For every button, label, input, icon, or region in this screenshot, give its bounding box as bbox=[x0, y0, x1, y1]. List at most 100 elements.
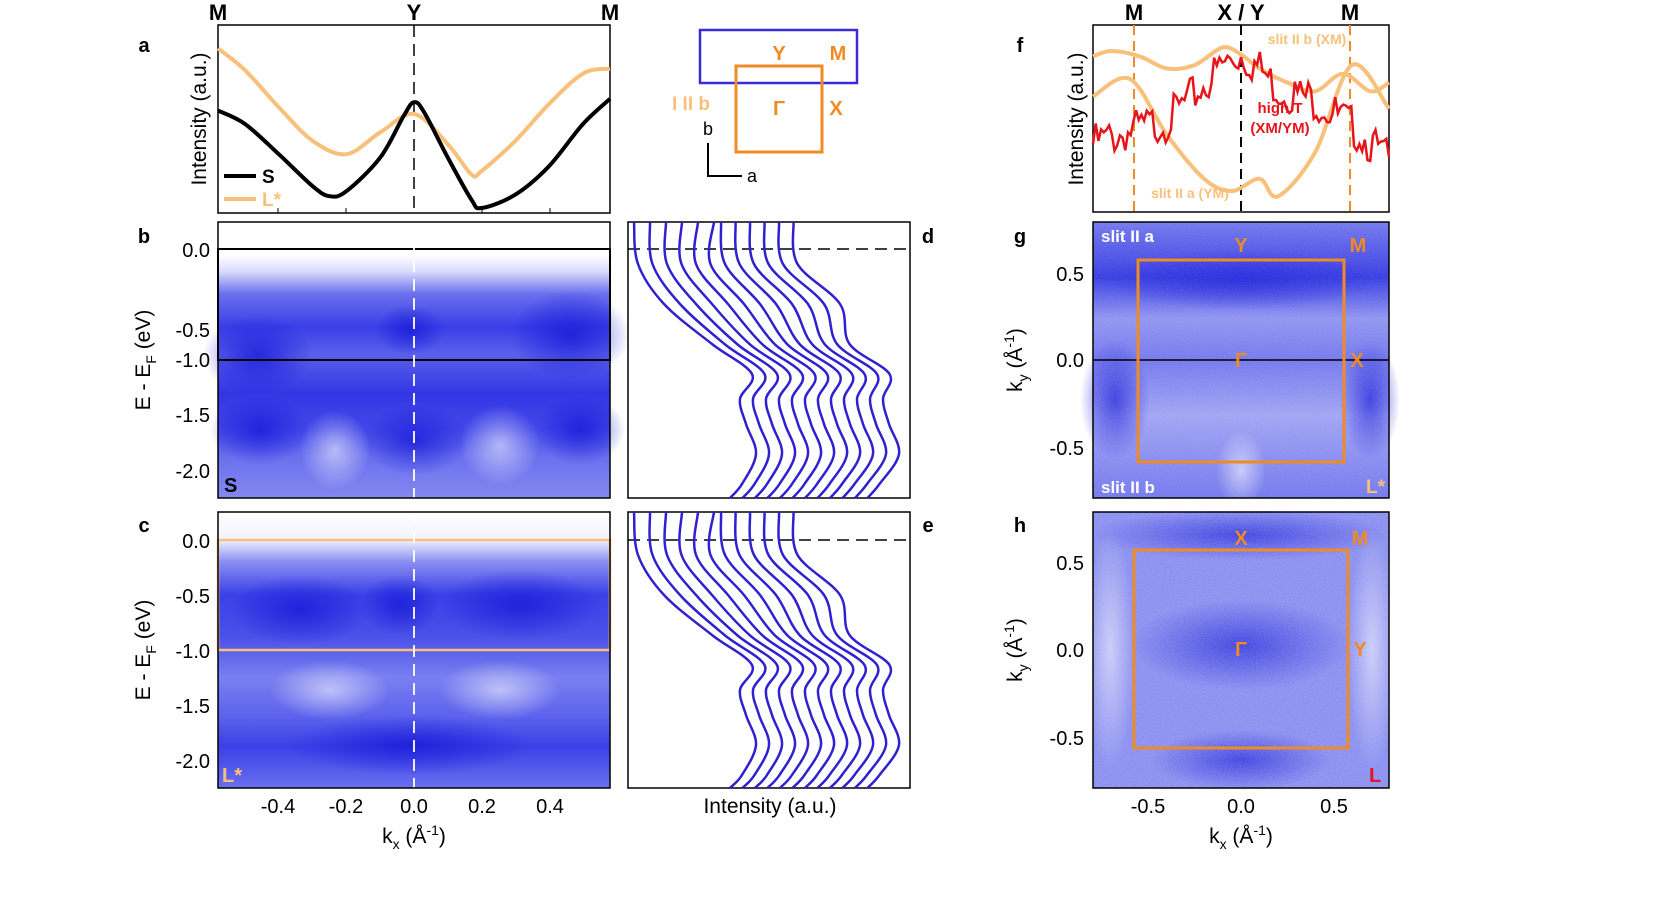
f-top-M-left: M bbox=[1125, 0, 1143, 25]
panel-b-corner: S bbox=[224, 475, 237, 497]
edcE-curve-4 bbox=[692, 511, 810, 789]
c-ytick-3: -1.5 bbox=[176, 696, 210, 718]
c-ytick-2: -1.0 bbox=[176, 641, 210, 663]
edcD-curve-5 bbox=[707, 221, 823, 499]
c-xtick-2: 0.0 bbox=[400, 796, 428, 818]
panel-b-blob-3 bbox=[375, 305, 445, 355]
panel-b-ylabel: E - EF (eV) bbox=[132, 310, 159, 411]
panel-b-frame bbox=[217, 221, 611, 499]
b-ytick-3: -1.5 bbox=[176, 405, 210, 427]
edcD-curve-1 bbox=[648, 221, 771, 499]
c-ytick-4: -2.0 bbox=[176, 751, 210, 773]
f-top-M-right: M bbox=[1341, 0, 1359, 25]
g-label-X: X bbox=[1350, 350, 1364, 372]
panel-c-light-2 bbox=[440, 660, 560, 720]
edcE-curve-10 bbox=[777, 511, 888, 789]
panel-d-curves bbox=[632, 221, 901, 499]
c-ytick-0: 0.0 bbox=[182, 531, 210, 553]
panel-b: b S bbox=[138, 221, 630, 499]
h-label-Gamma: Γ bbox=[1235, 639, 1247, 661]
panel-b-blob-1 bbox=[203, 315, 313, 395]
curve-high-T bbox=[1091, 51, 1391, 163]
panel-c-blob-3 bbox=[360, 575, 440, 635]
panel-letter-d: d bbox=[922, 226, 934, 248]
panel-e: e Intensity (a.u.) bbox=[627, 511, 934, 818]
b-ytick-1: -0.5 bbox=[176, 320, 210, 342]
panel-g: g Y M Γ X slit II a slit II b L* bbox=[1014, 221, 1400, 510]
h-xtick-2: 0.5 bbox=[1320, 796, 1348, 818]
panel-e-xlabel: Intensity (a.u.) bbox=[703, 795, 836, 818]
panel-e-curves bbox=[632, 511, 901, 789]
c-xtick-4: 0.4 bbox=[536, 796, 564, 818]
edcD-curve-4 bbox=[692, 221, 810, 499]
h-label-X: X bbox=[1234, 528, 1248, 550]
bz-sketch-small-rect bbox=[734, 64, 824, 154]
h-ytick-2: -0.5 bbox=[1050, 728, 1084, 750]
panel-b-blob-5 bbox=[360, 405, 470, 475]
g-ytick-2: -0.5 bbox=[1050, 438, 1084, 460]
edcD-curve-6 bbox=[719, 221, 836, 499]
g-label-Gamma: Γ bbox=[1235, 350, 1247, 372]
edcD-curve-7 bbox=[734, 221, 849, 499]
g-label-M: M bbox=[1350, 235, 1367, 257]
g-label-Y: Y bbox=[1234, 235, 1248, 257]
panel-h-ylabel: ky (Å-1) bbox=[1001, 618, 1031, 682]
b-ytick-2: -1.0 bbox=[176, 350, 210, 372]
panel-letter-e: e bbox=[922, 515, 933, 537]
panel-c-yaxis: 0.0 -0.5 -1.0 -1.5 -2.0 E - EF (eV) bbox=[132, 531, 210, 773]
panel-letter-h: h bbox=[1014, 515, 1026, 537]
legend-S-label: S bbox=[262, 167, 275, 188]
edcD-curve-8 bbox=[748, 221, 862, 499]
edcE-curve-1 bbox=[648, 511, 771, 789]
bz-sketch-axes bbox=[707, 143, 742, 177]
panel-h-axes: 0.5 0.0 -0.5 ky (Å-1) -0.5 0.0 0.5 kx (Å… bbox=[1001, 553, 1348, 852]
edcD-curve-3 bbox=[678, 221, 797, 499]
g-label-corner: L* bbox=[1366, 477, 1386, 498]
h-label-M: M bbox=[1352, 528, 1369, 550]
edcE-curve-8 bbox=[748, 511, 862, 789]
panel-g-frame bbox=[1092, 221, 1390, 499]
top-label-M-left: M bbox=[209, 0, 227, 25]
panel-c-frame bbox=[217, 511, 611, 789]
bz-sketch: Y M Γ X I II b b a bbox=[672, 28, 859, 186]
bz-sketch-big-rect bbox=[698, 28, 859, 85]
edcE-curve-6 bbox=[719, 511, 836, 789]
panel-g-bz-rect bbox=[1136, 258, 1346, 464]
panel-h-xlabel: kx (Å-1) bbox=[1209, 822, 1273, 852]
edcE-curve-3 bbox=[678, 511, 797, 789]
bz-sketch-Gamma: Γ bbox=[773, 98, 785, 120]
f-top-XY: X / Y bbox=[1217, 0, 1265, 25]
panel-h-frame bbox=[1092, 511, 1390, 789]
panel-a-ylabel: Intensity (a.u.) bbox=[188, 52, 211, 185]
panel-c-ylabel: E - EF (eV) bbox=[132, 600, 159, 701]
c-xtick-1: -0.2 bbox=[329, 796, 363, 818]
g-ytick-1: 0.0 bbox=[1056, 350, 1084, 372]
h-ytick-1: 0.0 bbox=[1056, 640, 1084, 662]
curve-slit-a bbox=[1091, 62, 1391, 199]
panel-c-blob-4 bbox=[290, 715, 530, 775]
panel-c: c L* bbox=[138, 511, 612, 789]
edcE-curve-9 bbox=[762, 511, 875, 789]
edcE-curve-11 bbox=[791, 511, 901, 789]
edcE-curve-5 bbox=[707, 511, 823, 789]
edcD-curve-9 bbox=[762, 221, 875, 499]
curve-slit-b bbox=[1092, 45, 1391, 94]
panel-f-ylabel: Intensity (a.u.) bbox=[1065, 52, 1088, 185]
g-ytick-0: 0.5 bbox=[1056, 264, 1084, 286]
bz-sketch-b: b bbox=[703, 119, 713, 139]
panel-g-yaxis: 0.5 0.0 -0.5 ky (Å-1) bbox=[1001, 264, 1084, 460]
f-label-slit-b: slit II b (XM) bbox=[1268, 31, 1347, 47]
panel-c-xaxis: -0.4 -0.2 0.0 0.2 0.4 kx (Å-1) bbox=[261, 796, 564, 852]
panel-letter-b: b bbox=[138, 226, 150, 248]
panel-letter-c: c bbox=[138, 515, 149, 537]
legend-L-label: L* bbox=[262, 190, 282, 211]
bz-sketch-I-label: I II b bbox=[672, 94, 710, 115]
g-label-slit-a: slit II a bbox=[1101, 227, 1154, 246]
bz-sketch-a: a bbox=[747, 166, 758, 186]
panel-c-xlabel: kx (Å-1) bbox=[382, 822, 446, 852]
panel-f: f slit II b (XM) high T (XM/YM) slit II … bbox=[1017, 24, 1391, 213]
f-label-high-T-1: high T bbox=[1258, 100, 1303, 117]
panel-c-blob-1 bbox=[230, 575, 370, 645]
edcE-curve-7 bbox=[734, 511, 849, 789]
